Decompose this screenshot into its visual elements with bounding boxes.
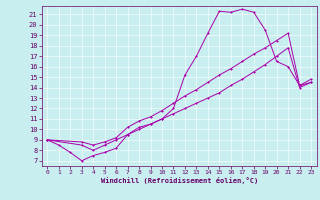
X-axis label: Windchill (Refroidissement éolien,°C): Windchill (Refroidissement éolien,°C) [100, 177, 258, 184]
